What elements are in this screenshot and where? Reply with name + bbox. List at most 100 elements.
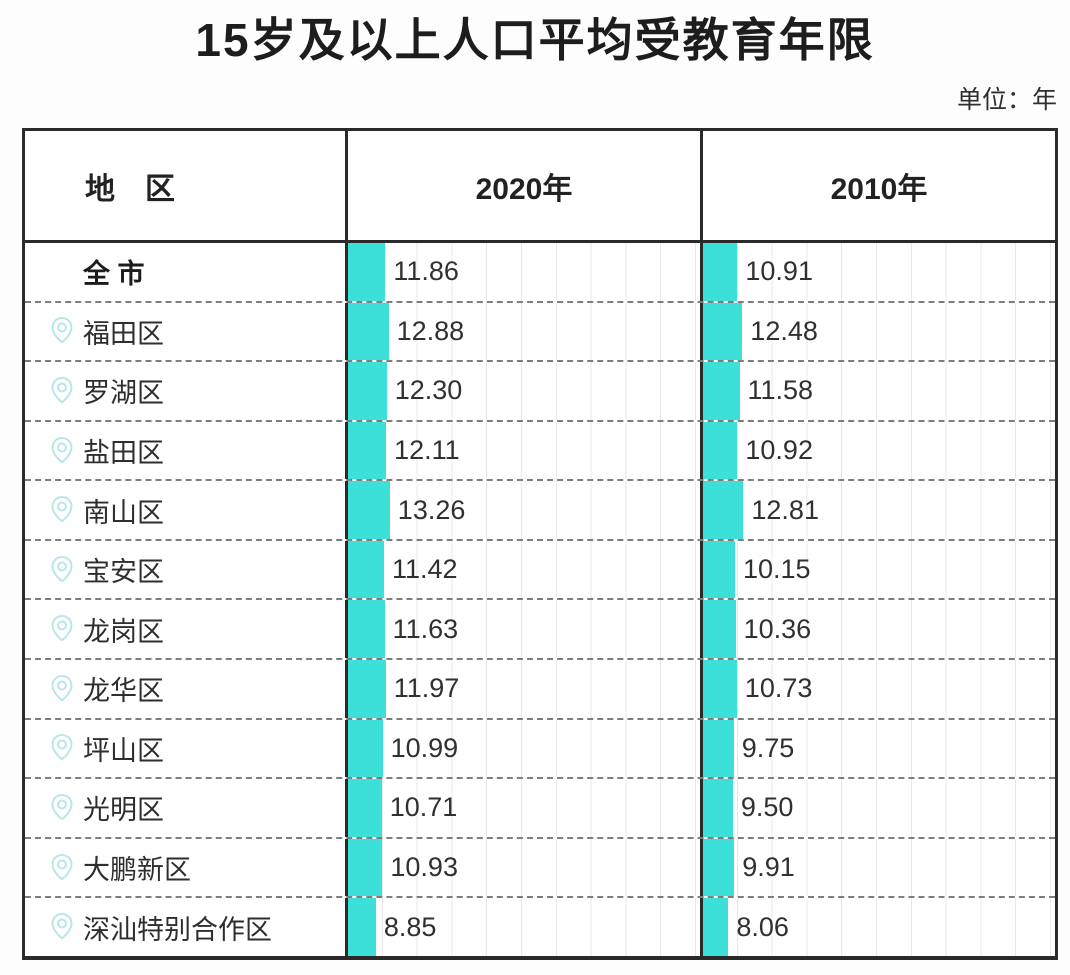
unit-label: 单位：年 xyxy=(956,86,1057,114)
value-bar xyxy=(703,600,736,659)
region-label: 全 市 xyxy=(83,259,145,290)
table-row: 全 市 11.86 10.91 xyxy=(25,243,1055,303)
value-cell-2020: 13.26 xyxy=(345,481,700,539)
header-region: 地 区 xyxy=(85,172,175,206)
value-label: 12.30 xyxy=(394,375,463,406)
value-bar xyxy=(348,719,383,778)
value-label: 10.92 xyxy=(745,435,813,466)
value-cell-2020: 12.88 xyxy=(345,302,700,361)
value-cell-2020: 11.97 xyxy=(345,660,700,718)
location-pin-icon xyxy=(48,435,76,467)
value-label: 10.99 xyxy=(390,732,459,763)
value-label: 11.42 xyxy=(392,554,458,585)
location-pin-icon xyxy=(48,613,76,645)
table-row: 深汕特别合作区 8.85 8.06 xyxy=(25,898,1055,956)
value-cell-2020: 11.63 xyxy=(345,600,700,659)
location-pin-icon xyxy=(48,375,76,407)
region-cell: 光明区 xyxy=(25,779,345,837)
value-cell-2010: 12.48 xyxy=(700,302,1055,361)
location-pin-icon xyxy=(48,852,76,884)
value-label: 10.93 xyxy=(390,852,458,883)
value-bar xyxy=(348,600,385,659)
value-label: 12.88 xyxy=(396,315,465,346)
region-label: 盐田区 xyxy=(83,438,164,469)
table-body: 全 市 11.86 10.91 福田区 12.88 12.48 罗湖区 12.30 11.58 盐… xyxy=(25,243,1055,956)
value-label: 11.86 xyxy=(393,256,459,287)
value-cell-2020: 12.11 xyxy=(345,421,700,480)
value-cell-2010: 9.50 xyxy=(700,779,1055,837)
value-label: 9.91 xyxy=(742,852,795,883)
value-cell-2010: 11.58 xyxy=(700,362,1055,420)
table-row: 大鹏新区 10.93 9.91 xyxy=(25,838,1055,899)
value-cell-2010: 10.91 xyxy=(700,243,1055,301)
region-cell: 全 市 xyxy=(25,243,345,301)
value-bar xyxy=(703,243,738,301)
value-label: 9.75 xyxy=(741,732,795,763)
location-pin-icon xyxy=(48,554,76,586)
header-2020: 2020年 xyxy=(345,131,700,240)
value-bar xyxy=(348,362,387,420)
region-label: 南山区 xyxy=(83,497,164,528)
location-pin-icon xyxy=(48,673,76,705)
value-label: 10.71 xyxy=(389,792,458,823)
value-cell-2020: 11.86 xyxy=(345,243,700,301)
value-bar xyxy=(703,779,733,837)
value-label: 12.48 xyxy=(750,315,818,346)
value-bar xyxy=(348,660,386,718)
region-label: 光明区 xyxy=(83,795,164,826)
value-bar xyxy=(348,421,387,480)
value-label: 9.50 xyxy=(740,792,794,823)
value-bar xyxy=(703,362,740,420)
table-row: 宝安区 11.42 10.15 xyxy=(25,540,1055,601)
table-row: 龙华区 11.97 10.73 xyxy=(25,660,1055,720)
value-bar xyxy=(703,660,737,718)
value-bar xyxy=(703,421,738,480)
table-row: 罗湖区 12.30 11.58 xyxy=(25,362,1055,422)
region-label: 宝安区 xyxy=(83,557,164,588)
value-label: 11.58 xyxy=(747,375,814,406)
value-label: 11.97 xyxy=(393,673,460,704)
value-label: 11.63 xyxy=(392,613,459,644)
location-pin-icon xyxy=(48,792,76,824)
value-label: 10.91 xyxy=(745,256,813,287)
region-cell: 坪山区 xyxy=(25,720,345,778)
region-cell: 龙岗区 xyxy=(25,600,345,658)
education-table: 地 区 2020年 2010年 全 市 11.86 10.91 福田区 12.88 12.… xyxy=(22,128,1058,960)
table-row: 福田区 12.88 12.48 xyxy=(25,302,1055,363)
value-bar xyxy=(348,779,382,837)
region-label: 深汕特别合作区 xyxy=(83,914,272,945)
value-cell-2020: 10.93 xyxy=(345,838,700,897)
value-cell-2010: 12.81 xyxy=(700,481,1055,539)
value-cell-2010: 10.15 xyxy=(700,540,1055,599)
location-pin-icon xyxy=(48,315,76,347)
value-label: 12.81 xyxy=(751,494,819,525)
chart-title: 15岁及以上人口平均受教育年限 xyxy=(195,14,875,66)
table-row: 南山区 13.26 12.81 xyxy=(25,481,1055,541)
region-label: 大鹏新区 xyxy=(83,855,191,886)
value-bar xyxy=(348,243,386,301)
region-cell: 南山区 xyxy=(25,481,345,539)
header-2010: 2010年 xyxy=(700,131,1055,240)
value-cell-2010: 10.92 xyxy=(700,421,1055,480)
region-cell: 盐田区 xyxy=(25,422,345,480)
value-bar xyxy=(348,898,376,956)
region-cell: 龙华区 xyxy=(25,660,345,718)
location-pin-icon xyxy=(48,494,76,526)
value-cell-2020: 12.30 xyxy=(345,362,700,420)
value-bar xyxy=(348,540,384,599)
region-label: 福田区 xyxy=(83,318,164,349)
table-row: 盐田区 12.11 10.92 xyxy=(25,421,1055,482)
value-cell-2010: 10.36 xyxy=(700,600,1055,659)
value-cell-2010: 8.06 xyxy=(700,898,1055,956)
value-bar xyxy=(348,481,390,539)
region-cell: 宝安区 xyxy=(25,541,345,599)
table-row: 龙岗区 11.63 10.36 xyxy=(25,600,1055,661)
value-cell-2010: 9.91 xyxy=(700,838,1055,897)
region-cell: 深汕特别合作区 xyxy=(25,898,345,956)
region-cell: 大鹏新区 xyxy=(25,839,345,897)
value-bar xyxy=(703,302,743,361)
value-label: 12.11 xyxy=(394,435,460,466)
value-label: 8.85 xyxy=(383,911,437,942)
value-label: 10.15 xyxy=(743,554,811,585)
